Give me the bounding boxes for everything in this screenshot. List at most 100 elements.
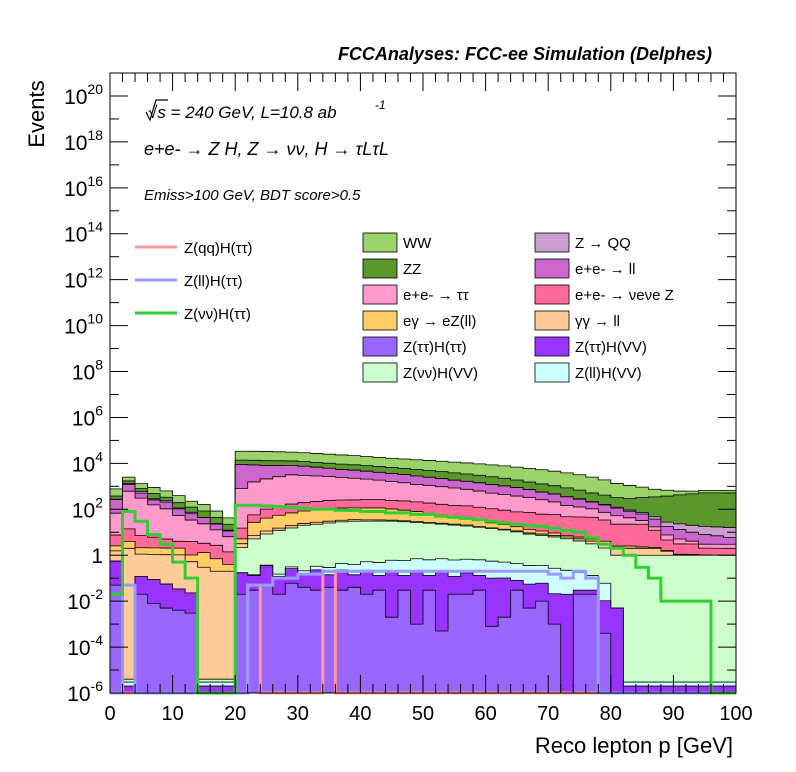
bar bbox=[410, 624, 424, 693]
x-axis-label: Reco lepton p [GeV] bbox=[535, 733, 733, 758]
legend-label: Z(νν)H(ττ) bbox=[184, 306, 251, 323]
legend-swatch bbox=[362, 232, 398, 253]
signal-legend: Z(qq)H(ττ) Z(ll)H(ττ) Z(νν)H(ττ) bbox=[135, 240, 253, 323]
x-tick-label: 20 bbox=[224, 703, 246, 725]
stack-outline bbox=[110, 499, 736, 553]
x-tick-label: 40 bbox=[349, 703, 371, 725]
bar bbox=[660, 555, 674, 693]
bar bbox=[185, 613, 199, 693]
bar bbox=[160, 608, 173, 693]
bar bbox=[222, 686, 236, 693]
y-tick-label: 102 bbox=[72, 494, 103, 522]
bar bbox=[510, 590, 524, 693]
y-tick-label: 10-6 bbox=[67, 678, 103, 706]
y-tick-label: 10-2 bbox=[67, 586, 103, 614]
stack-outline bbox=[110, 464, 736, 538]
bar bbox=[673, 555, 687, 693]
bar bbox=[685, 686, 699, 693]
x-tick-label: 70 bbox=[537, 703, 559, 725]
legend-label: Z(ττ)H(ττ) bbox=[403, 339, 467, 356]
y-tick-label: 10-4 bbox=[67, 632, 103, 660]
bar bbox=[210, 571, 224, 693]
bar bbox=[347, 587, 361, 693]
annotation-energy-exp: -1 bbox=[375, 98, 386, 112]
legend-swatch bbox=[534, 336, 570, 357]
bar bbox=[610, 608, 624, 693]
bar bbox=[423, 590, 436, 693]
legend-label: eγ → eZ(ll) bbox=[403, 313, 476, 330]
bar bbox=[197, 567, 211, 693]
bar bbox=[560, 594, 574, 693]
bar bbox=[598, 633, 612, 693]
bar bbox=[385, 617, 399, 693]
bar bbox=[147, 603, 161, 693]
chart-header: FCCAnalyses: FCC-ee Simulation (Delphes) bbox=[338, 44, 712, 64]
bar bbox=[648, 686, 662, 693]
legend-swatch bbox=[362, 310, 398, 331]
stack-outline bbox=[110, 560, 736, 687]
bar bbox=[710, 686, 724, 693]
bar bbox=[285, 583, 299, 693]
x-tick-label: 0 bbox=[104, 703, 115, 725]
bar bbox=[372, 590, 386, 693]
legend-swatch bbox=[362, 258, 398, 279]
legend-label: e+e- → νeνe Z bbox=[575, 287, 674, 304]
legend-label: Z(qq)H(ττ) bbox=[184, 240, 253, 257]
bar bbox=[272, 594, 286, 693]
legend-label: Z(ll)H(VV) bbox=[575, 365, 642, 382]
bar bbox=[485, 626, 499, 693]
bar bbox=[397, 590, 411, 693]
bar bbox=[723, 686, 737, 693]
bar bbox=[360, 594, 374, 693]
x-tick-label: 30 bbox=[287, 703, 309, 725]
y-tick-label: 108 bbox=[72, 357, 103, 385]
legend-label: Z(ll)H(ττ) bbox=[184, 273, 243, 290]
bar bbox=[585, 594, 599, 693]
x-tick-label: 60 bbox=[474, 703, 496, 725]
bar bbox=[172, 610, 186, 693]
bar bbox=[310, 590, 324, 693]
stacked-histograms bbox=[110, 450, 737, 694]
legend-swatch bbox=[362, 362, 398, 383]
legend-label: Z(νν)H(VV) bbox=[403, 365, 478, 382]
bar bbox=[573, 594, 587, 693]
legend-label: Z → QQ bbox=[575, 235, 631, 252]
legend-label: e+e- → ll bbox=[575, 261, 635, 278]
y-tick-label: 1010 bbox=[64, 311, 103, 339]
stack-outline bbox=[110, 474, 736, 545]
legend-swatch bbox=[534, 310, 570, 331]
bar bbox=[135, 594, 148, 693]
bar bbox=[110, 585, 123, 693]
bar bbox=[498, 617, 512, 693]
bar bbox=[685, 555, 699, 693]
y-tick-label: 1018 bbox=[64, 127, 103, 155]
annotation-process: e+e- → Z H, Z → νν, H → τLτL bbox=[144, 139, 389, 159]
x-tick-label: 50 bbox=[412, 703, 434, 725]
legend-label: e+e- → ττ bbox=[403, 287, 469, 304]
stack-outline bbox=[110, 558, 736, 683]
bar bbox=[473, 590, 486, 693]
bar bbox=[635, 555, 649, 693]
y-tick-label: 1014 bbox=[64, 219, 103, 247]
stack-outline bbox=[110, 459, 736, 525]
bar bbox=[660, 686, 674, 693]
y-tick-label: 104 bbox=[72, 448, 103, 476]
bar bbox=[222, 571, 236, 693]
x-tick-label: 100 bbox=[719, 703, 752, 725]
bar bbox=[698, 555, 712, 693]
bar bbox=[623, 555, 637, 693]
bar bbox=[535, 601, 549, 693]
bar bbox=[548, 624, 562, 693]
bar bbox=[247, 590, 261, 693]
legend-label: WW bbox=[403, 235, 432, 252]
legend-swatch bbox=[534, 284, 570, 305]
stack-outline bbox=[110, 507, 736, 565]
stack-outline bbox=[110, 450, 736, 519]
bar bbox=[435, 631, 449, 693]
y-tick-label: 106 bbox=[72, 402, 103, 430]
legend-swatch bbox=[534, 362, 570, 383]
bar bbox=[648, 555, 662, 693]
bar bbox=[335, 590, 349, 693]
bar bbox=[197, 686, 211, 693]
legend-swatch bbox=[534, 232, 570, 253]
